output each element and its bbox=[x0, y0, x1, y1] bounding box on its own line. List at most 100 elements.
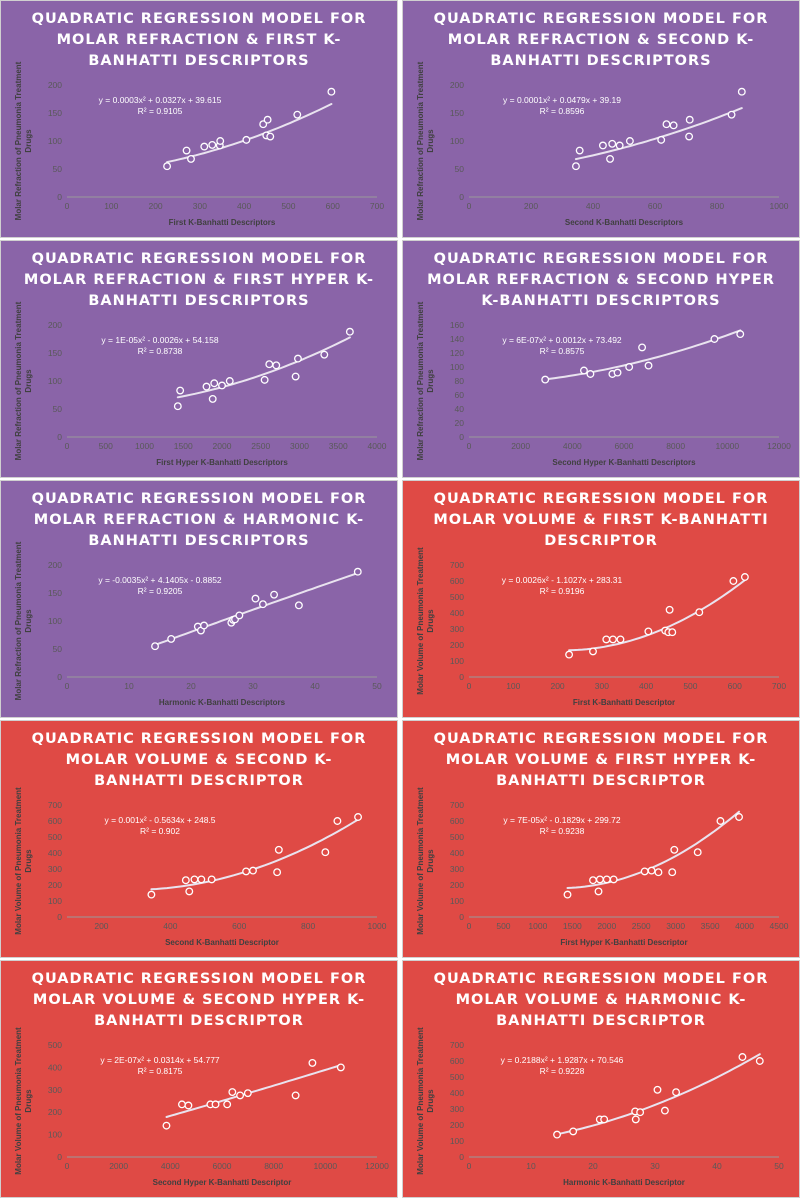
y-axis-label-line: Molar Volume of Pneumonia Treatment bbox=[14, 787, 23, 935]
y-tick-label: 0 bbox=[57, 192, 62, 202]
y-tick-label: 150 bbox=[48, 348, 62, 358]
data-point bbox=[553, 1130, 561, 1139]
chart-panel-molar-refraction-second-hyper-k: QUADRATIC REGRESSION MODEL FOR MOLAR REF… bbox=[402, 240, 800, 478]
y-tick-label: 700 bbox=[450, 560, 464, 570]
chart-panel-molar-refraction-first-hyper-k: QUADRATIC REGRESSION MODEL FOR MOLAR REF… bbox=[0, 240, 398, 478]
data-point bbox=[176, 386, 185, 395]
data-point bbox=[197, 875, 206, 884]
x-tick-label: 30 bbox=[248, 681, 258, 691]
x-tick-label: 50 bbox=[774, 1161, 784, 1171]
x-axis-label: First Hyper K-Banhatti Descriptors bbox=[156, 458, 288, 467]
regression-equation: y = 0.001x² - 0.5634x + 248.5 bbox=[104, 815, 215, 825]
data-point bbox=[263, 115, 272, 124]
x-tick-label: 20 bbox=[186, 681, 196, 691]
x-tick-label: 600 bbox=[232, 921, 246, 931]
data-point bbox=[294, 354, 302, 363]
x-axis-label: Second Hyper K-Banhatti Descriptors bbox=[552, 458, 696, 467]
y-tick-label: 0 bbox=[459, 672, 464, 682]
data-point bbox=[608, 635, 617, 644]
y-tick-label: 200 bbox=[48, 1107, 62, 1117]
y-axis-label-line: Molar Volume of Pneumonia Treatment bbox=[416, 787, 425, 935]
scatter-chart: 0 500 1000 1500 2000 2500 3000 3500 4000 0 50 100 15… bbox=[14, 301, 387, 467]
y-axis-label: Molar Volume of Pneumonia TreatmentDrugs bbox=[14, 1027, 33, 1175]
y-axis-label-line: Drugs bbox=[426, 369, 435, 393]
y-axis-label: Molar Refraction of Pneumonia TreatmentD… bbox=[14, 61, 33, 220]
y-tick-label: 0 bbox=[57, 912, 62, 922]
r-squared-label: R² = 0.9228 bbox=[540, 1066, 585, 1076]
x-axis-label: First K-Banhatti Descriptors bbox=[169, 218, 276, 227]
data-point bbox=[202, 382, 211, 391]
y-tick-label: 150 bbox=[48, 588, 62, 598]
trendline bbox=[556, 1053, 761, 1136]
scatter-chart: 200 400 600 800 1000 0 100 200 300 400 500 600 700 Se… bbox=[14, 787, 387, 947]
x-tick-label: 0 bbox=[65, 441, 70, 451]
y-axis-label-line: Molar Refraction of Pneumonia Treatment bbox=[416, 61, 425, 220]
data-point bbox=[586, 370, 595, 378]
data-point bbox=[736, 330, 745, 339]
y-axis-label-line: Molar Refraction of Pneumonia Treatment bbox=[416, 301, 425, 460]
data-point bbox=[636, 1108, 645, 1117]
y-tick-label: 0 bbox=[459, 432, 464, 442]
x-tick-label: 10 bbox=[124, 681, 134, 691]
x-tick-label: 500 bbox=[99, 441, 113, 451]
y-tick-label: 100 bbox=[450, 1136, 464, 1146]
y-tick-label: 600 bbox=[450, 816, 464, 826]
y-tick-label: 200 bbox=[48, 80, 62, 90]
data-point bbox=[662, 120, 671, 129]
y-tick-label: 300 bbox=[450, 624, 464, 634]
y-tick-label: 200 bbox=[48, 320, 62, 330]
data-point bbox=[260, 375, 269, 384]
data-point bbox=[162, 1121, 171, 1130]
data-point bbox=[270, 590, 279, 599]
y-axis-label: Molar Refraction of Pneumonia TreatmentD… bbox=[416, 61, 435, 220]
x-tick-label: 600 bbox=[648, 201, 662, 211]
y-tick-label: 40 bbox=[455, 404, 465, 414]
data-point bbox=[216, 137, 225, 145]
y-axis-label-line: Drugs bbox=[24, 849, 33, 873]
chart-title: QUADRATIC REGRESSION MODEL FOR MOLAR VOL… bbox=[31, 971, 367, 1029]
data-point bbox=[735, 813, 743, 821]
r-squared-label: R² = 0.9238 bbox=[540, 826, 585, 836]
data-point bbox=[200, 142, 209, 151]
trendline bbox=[166, 103, 333, 164]
data-point bbox=[602, 635, 611, 644]
trendline bbox=[574, 107, 743, 161]
data-point bbox=[613, 368, 622, 377]
y-tick-label: 100 bbox=[48, 376, 62, 386]
trendline bbox=[176, 336, 351, 399]
y-tick-label: 700 bbox=[48, 800, 62, 810]
data-point bbox=[249, 866, 257, 875]
y-axis-label-line: Drugs bbox=[24, 609, 33, 633]
y-tick-label: 500 bbox=[48, 1040, 62, 1050]
data-point bbox=[273, 868, 282, 877]
y-axis-label-line: Molar Refraction of Pneumonia Treatment bbox=[14, 541, 23, 700]
chart-title: QUADRATIC REGRESSION MODEL FOR MOLAR VOL… bbox=[433, 491, 769, 549]
data-point bbox=[266, 132, 275, 141]
y-axis-label: Molar Refraction of Pneumonia TreatmentD… bbox=[416, 301, 435, 460]
data-point bbox=[242, 135, 251, 144]
y-tick-label: 50 bbox=[53, 644, 63, 654]
y-axis-label-line: Molar Volume of Pneumonia Treatment bbox=[416, 1027, 425, 1175]
x-tick-label: 10000 bbox=[314, 1161, 338, 1171]
x-tick-label: 8000 bbox=[666, 441, 685, 451]
data-point bbox=[210, 379, 219, 388]
data-point bbox=[710, 335, 719, 343]
r-squared-label: R² = 0.9205 bbox=[138, 586, 183, 596]
data-point bbox=[589, 876, 597, 885]
y-tick-label: 50 bbox=[53, 164, 63, 174]
data-point bbox=[321, 848, 330, 857]
data-point bbox=[672, 1088, 681, 1097]
x-tick-label: 1000 bbox=[135, 441, 154, 451]
data-point bbox=[274, 845, 283, 854]
data-point bbox=[668, 868, 677, 877]
data-point bbox=[598, 141, 607, 150]
data-point bbox=[182, 146, 191, 155]
y-tick-label: 200 bbox=[48, 880, 62, 890]
y-tick-label: 100 bbox=[450, 656, 464, 666]
y-axis-label-line: Drugs bbox=[24, 369, 33, 393]
regression-equation: y = 1E-05x² - 0.0026x + 54.158 bbox=[101, 335, 218, 345]
y-axis-label: Molar Refraction of Pneumonia TreatmentD… bbox=[14, 541, 33, 700]
data-point bbox=[609, 875, 618, 884]
y-tick-label: 300 bbox=[450, 864, 464, 874]
data-point bbox=[693, 848, 702, 857]
